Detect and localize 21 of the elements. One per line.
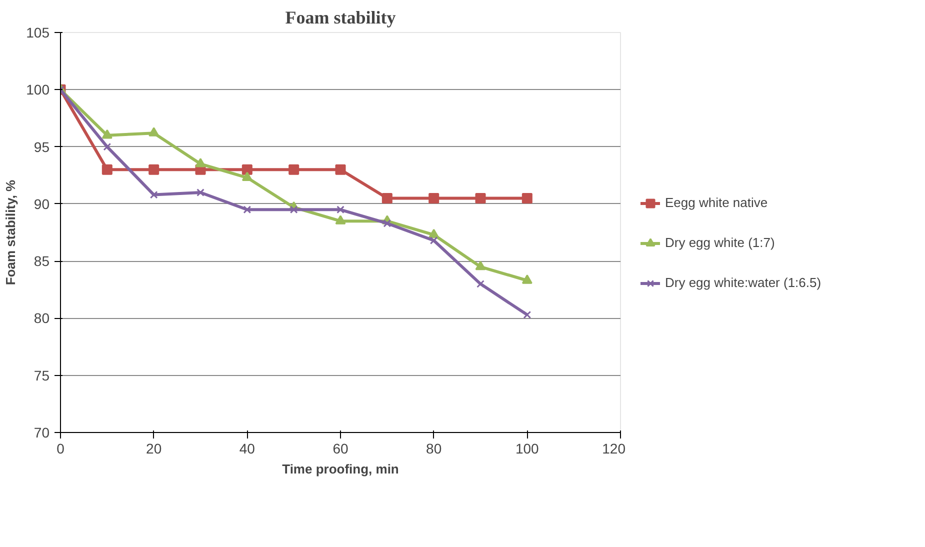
x-tick-label: 20 bbox=[146, 440, 162, 456]
x-axis-title: Time proofing, min bbox=[282, 462, 399, 476]
x-tick-label: 40 bbox=[239, 440, 256, 456]
y-tick-label: 75 bbox=[34, 367, 50, 384]
legend-label: Dry egg white:water (1:6.5) bbox=[665, 275, 822, 290]
x-tick-label: 120 bbox=[602, 440, 626, 456]
y-tick-label: 80 bbox=[34, 310, 50, 326]
x-tick-label: 80 bbox=[426, 440, 442, 456]
y-tick-label: 70 bbox=[34, 424, 50, 440]
legend-label: Eegg white native bbox=[665, 195, 768, 210]
x-tick-label: 0 bbox=[56, 440, 65, 456]
chart-title: Foam stability bbox=[285, 8, 396, 28]
x-tick-label: 60 bbox=[332, 440, 348, 456]
y-tick-label: 90 bbox=[34, 196, 50, 212]
y-tick-label: 95 bbox=[34, 138, 50, 155]
y-axis-title: Foam stability, % bbox=[3, 179, 18, 286]
y-tick-label: 100 bbox=[26, 82, 50, 98]
y-tick-label: 105 bbox=[26, 24, 50, 40]
legend-label: Dry egg white (1:7) bbox=[665, 235, 775, 250]
x-tick-label: 100 bbox=[515, 440, 540, 456]
y-tick-label: 85 bbox=[34, 253, 50, 270]
